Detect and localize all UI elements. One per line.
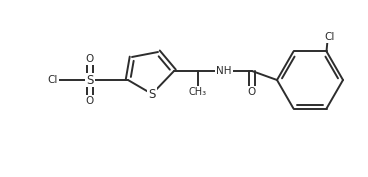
Text: O: O: [86, 54, 94, 64]
Text: Cl: Cl: [324, 32, 335, 42]
Text: S: S: [148, 87, 156, 101]
Text: S: S: [86, 73, 94, 87]
Text: O: O: [86, 96, 94, 106]
Text: CH₃: CH₃: [189, 87, 207, 97]
Text: O: O: [248, 87, 256, 97]
Text: NH: NH: [216, 66, 232, 76]
Text: Cl: Cl: [47, 75, 58, 85]
